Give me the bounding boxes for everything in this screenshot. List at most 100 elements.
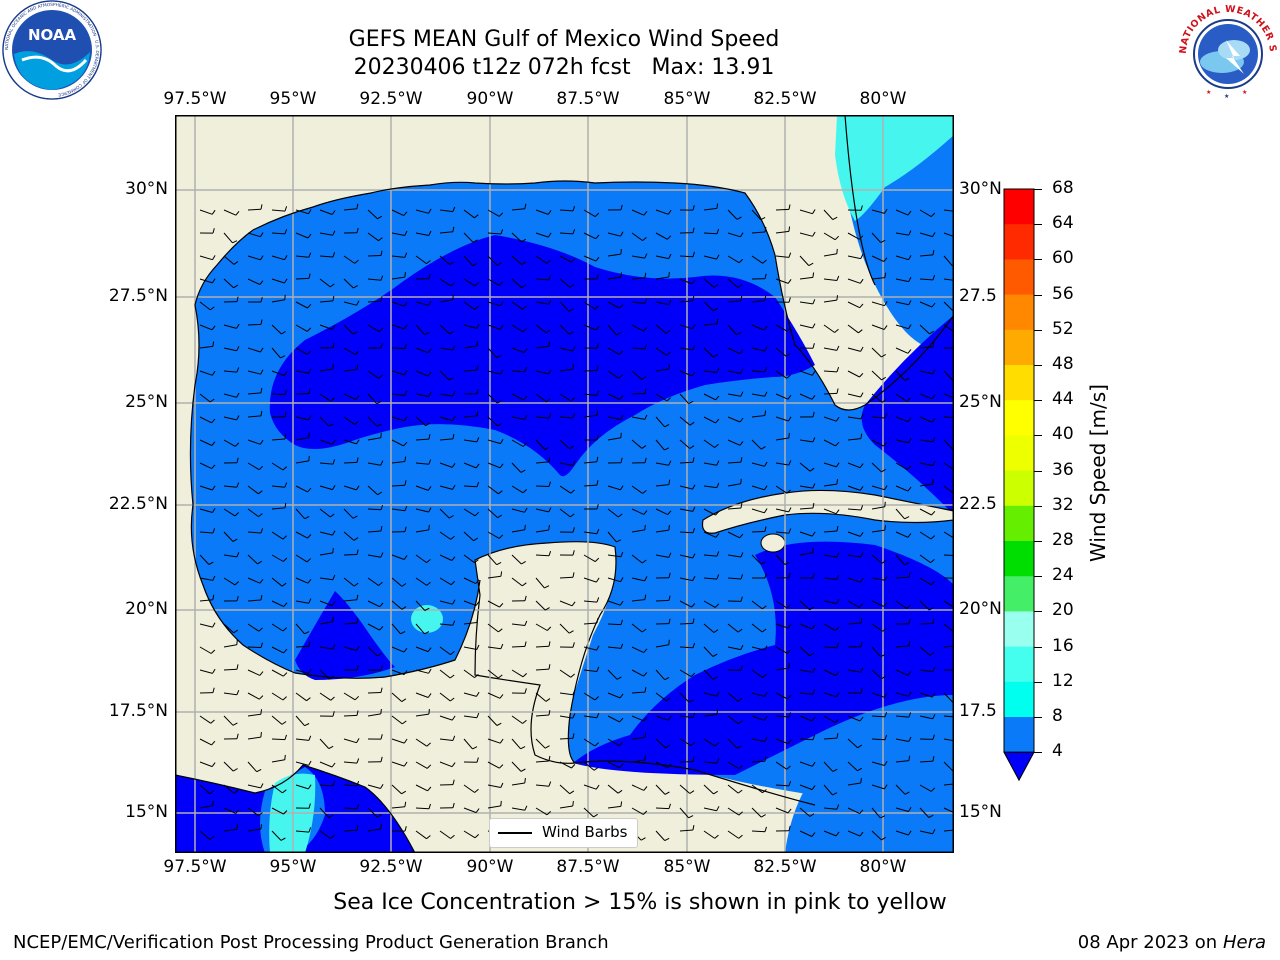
wind-barb bbox=[847, 485, 861, 491]
wind-barb bbox=[511, 255, 523, 265]
wind-barb bbox=[631, 209, 645, 216]
wind-barb bbox=[871, 301, 885, 307]
wind-barb bbox=[295, 577, 309, 584]
wind-barb bbox=[463, 369, 478, 372]
wind-barb bbox=[343, 416, 355, 425]
wind-barb bbox=[799, 830, 813, 837]
wind-barb bbox=[439, 370, 450, 381]
wind-barb bbox=[631, 485, 643, 494]
wind-barb bbox=[631, 347, 646, 350]
lon-tick-bottom: 95°W bbox=[269, 857, 317, 877]
wind-barb bbox=[919, 830, 933, 835]
wind-barb bbox=[751, 600, 763, 610]
wind-barb bbox=[583, 554, 596, 563]
wind-barb bbox=[367, 713, 381, 717]
noaa-logo: NOAA NATIONAL OCEANIC AND ATMOSPHERIC AD… bbox=[2, 0, 102, 100]
wind-barb bbox=[655, 416, 665, 428]
wind-barb bbox=[223, 715, 234, 726]
wind-barb bbox=[727, 439, 741, 446]
wind-barb bbox=[727, 507, 742, 510]
wind-barb bbox=[823, 646, 838, 649]
wind-barb bbox=[343, 439, 357, 445]
wind-barb bbox=[463, 439, 477, 443]
wind-barb bbox=[607, 577, 621, 583]
wind-barb bbox=[799, 324, 813, 329]
wind-barb bbox=[223, 278, 234, 289]
wind-barb bbox=[847, 301, 860, 309]
footer-date: 08 Apr 2023 on Hera bbox=[1078, 932, 1266, 953]
wind-barb bbox=[703, 531, 717, 538]
wind-barb bbox=[343, 714, 358, 717]
wind-barb bbox=[679, 829, 694, 832]
wind-barb bbox=[583, 461, 597, 464]
wind-barb bbox=[655, 784, 666, 795]
wind-barb bbox=[823, 299, 837, 303]
wind-barb bbox=[223, 692, 237, 696]
colorbar-bin bbox=[1004, 646, 1034, 683]
wind-barb bbox=[367, 828, 381, 832]
wind-barb bbox=[535, 577, 545, 589]
wind-barb bbox=[535, 738, 546, 749]
wind-barb bbox=[343, 531, 355, 541]
wind-barb bbox=[247, 531, 262, 534]
wind-barb bbox=[847, 761, 858, 772]
wind-barb bbox=[583, 692, 596, 701]
wind-barb bbox=[919, 393, 933, 400]
wind-barb bbox=[607, 324, 617, 336]
wind-barb bbox=[727, 416, 741, 423]
wind-barb bbox=[871, 277, 885, 280]
wind-barb bbox=[439, 255, 451, 265]
wind-barb bbox=[847, 255, 861, 260]
wind-barb bbox=[607, 232, 621, 237]
wind-barb bbox=[679, 554, 693, 559]
wind-barb bbox=[775, 370, 788, 379]
wind-barb bbox=[439, 438, 454, 441]
wind-barb bbox=[943, 255, 953, 267]
wind-barb bbox=[703, 370, 717, 373]
wind-barb bbox=[199, 324, 213, 331]
wind-barb bbox=[343, 301, 357, 306]
wind-barb bbox=[679, 715, 693, 718]
wind-barb bbox=[655, 508, 668, 516]
wind-barb bbox=[223, 347, 237, 352]
wind-barb bbox=[895, 393, 907, 402]
wind-barb bbox=[247, 577, 261, 584]
wind-barb bbox=[295, 209, 309, 215]
wind-barb bbox=[943, 715, 954, 718]
wind-barb bbox=[655, 830, 666, 841]
wind-barb bbox=[727, 483, 741, 487]
wind-barb bbox=[511, 347, 525, 354]
wind-barb bbox=[487, 416, 498, 427]
wind-barb bbox=[679, 669, 692, 678]
wind-barb bbox=[727, 807, 740, 816]
wind-barb bbox=[823, 737, 838, 740]
wind-barb bbox=[439, 738, 453, 741]
colorbar-bin bbox=[1004, 329, 1034, 366]
wind-barb bbox=[343, 461, 358, 464]
wind-barb bbox=[583, 600, 598, 603]
wind-barb bbox=[895, 692, 909, 697]
lat-tick-right: 25°N bbox=[959, 392, 1002, 412]
lat-tick-right: 17.5 bbox=[959, 701, 997, 721]
wind-barb bbox=[895, 669, 909, 676]
wind-barb bbox=[319, 300, 334, 303]
wind-barb bbox=[271, 830, 282, 841]
wind-barb bbox=[775, 437, 789, 441]
wind-barb bbox=[535, 554, 550, 557]
wind-barb bbox=[727, 255, 740, 264]
colorbar-tick-label: 36 bbox=[1052, 459, 1074, 480]
wind-barb bbox=[895, 645, 910, 648]
wind-barb bbox=[583, 414, 597, 418]
wind-barb bbox=[439, 531, 451, 540]
wind-barb bbox=[319, 552, 333, 556]
wind-barb bbox=[751, 508, 765, 514]
wind-barb bbox=[775, 416, 789, 422]
wind-barb bbox=[535, 324, 547, 334]
wind-barb bbox=[727, 761, 740, 770]
wind-barb bbox=[607, 646, 621, 649]
wind-barb bbox=[919, 346, 934, 349]
wind-barb bbox=[631, 599, 645, 602]
wind-barb bbox=[751, 715, 765, 721]
wind-barb bbox=[775, 255, 789, 258]
wind-barb bbox=[559, 715, 573, 719]
